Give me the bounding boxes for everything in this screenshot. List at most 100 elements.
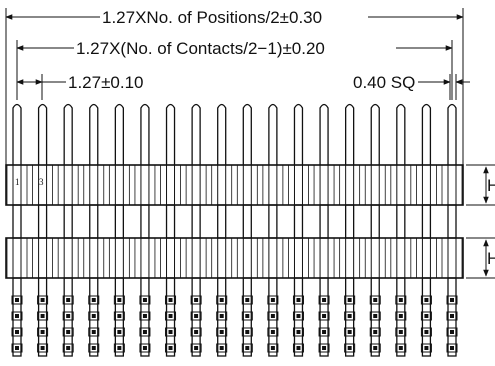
pin-tail-mark [40, 298, 45, 302]
pin [160, 103, 181, 357]
pin-tail-mark [91, 330, 96, 334]
pin-tail-mark [66, 346, 71, 350]
pin [262, 103, 284, 357]
pin [441, 103, 463, 357]
pin-middle [421, 204, 432, 239]
pin-top-tip [12, 103, 22, 165]
pin-tail-mark [450, 346, 454, 350]
pin [339, 103, 361, 357]
pin-tail-mark [296, 298, 301, 302]
pin-tail-mark [91, 346, 96, 350]
pin [57, 103, 79, 357]
pin-tail-mark [398, 314, 403, 318]
pin-tail-band [113, 343, 125, 353]
pin-tail-mark [219, 330, 224, 334]
pin [134, 103, 156, 357]
pin-tail-band [88, 343, 100, 353]
pin-tail [421, 277, 432, 357]
pin-tail-mark [347, 346, 352, 350]
pin-tail-band [113, 311, 125, 321]
pin-tail-band [267, 327, 279, 337]
pin-tail-band [267, 343, 279, 353]
pin-tail-band [216, 295, 228, 305]
pin-top-tip [344, 103, 355, 165]
pin-tail-band [241, 295, 253, 305]
pin-tail-mark [270, 330, 275, 334]
pin-top-tip [140, 103, 150, 165]
pin-middle [293, 204, 304, 239]
pin-tail-mark [219, 346, 224, 350]
lower-housing [5, 237, 464, 279]
pin-tail-mark [40, 346, 45, 350]
pin-tail-mark [117, 330, 122, 334]
pin-middle [268, 204, 278, 239]
pin-tail-mark [424, 346, 429, 350]
pin-top-tip [114, 103, 125, 165]
pin-tail [268, 277, 278, 357]
pin-tail-mark [142, 346, 147, 350]
pin-tail-mark [347, 314, 352, 318]
pin-tail-band [318, 295, 330, 305]
pin-tail-mark [15, 346, 19, 350]
pitch-dimension: 1.27±0.10 [68, 73, 144, 92]
pin-tail-band [318, 343, 330, 353]
pin-middle [140, 204, 150, 239]
pin-tail [37, 277, 48, 357]
pin-tail [344, 277, 355, 357]
side-height-markers [466, 164, 495, 279]
pin-tail-band [139, 295, 151, 305]
pin-tail [191, 277, 201, 357]
pin-tail-mark [322, 346, 327, 350]
pin-tail-mark [117, 314, 122, 318]
pin-tail-mark [398, 330, 403, 334]
pin-tail-mark [168, 314, 173, 318]
pin-tail [370, 277, 380, 357]
pin-tail-band [11, 295, 23, 305]
pin-tail-band [344, 343, 356, 353]
pin-tail-mark [373, 298, 378, 302]
pin-tail-mark [142, 314, 147, 318]
pin-tail-band [88, 295, 100, 305]
pin-top-tip [370, 103, 380, 165]
pin-tail-band [344, 311, 356, 321]
pin-top-tip [37, 103, 48, 165]
pin [390, 103, 412, 357]
pin-tail-mark [373, 330, 378, 334]
pin-tail-band [446, 343, 458, 353]
pin-tail-band [113, 295, 125, 305]
pin-tail-mark [322, 298, 327, 302]
pin-tail-band [241, 311, 253, 321]
pin-middle [63, 204, 73, 239]
pin-middle [191, 204, 201, 239]
pin-tail-mark [142, 330, 147, 334]
pin-tail-mark [373, 346, 378, 350]
pin-tail-mark [219, 298, 224, 302]
pin-tail-mark [296, 330, 301, 334]
pin-tail-band [139, 311, 151, 321]
upper-housing [5, 164, 464, 206]
pin-tail-band [318, 311, 330, 321]
pin-tail-band [62, 343, 74, 353]
pin-top-tip [396, 103, 406, 165]
pin-tail-band [395, 327, 407, 337]
pin-number-3: 3 [39, 177, 44, 187]
pin-middle [89, 204, 99, 239]
pin-tail-mark [450, 298, 454, 302]
pin-tail-band [37, 343, 49, 353]
pin-middle [396, 204, 406, 239]
pin-size-dimension: 0.40 SQ [353, 73, 415, 92]
pin-tail-band [11, 343, 23, 353]
pin-tail [12, 277, 22, 357]
pin-tail-mark [270, 298, 275, 302]
pin-tail-mark [450, 330, 454, 334]
pin-tail-mark [168, 298, 173, 302]
pin-tail-mark [270, 314, 275, 318]
pin-tail-band [190, 295, 202, 305]
pin-tail-mark [91, 298, 96, 302]
pin-tail-band [395, 311, 407, 321]
pin-tail-band [446, 295, 458, 305]
pin-tail-mark [117, 346, 122, 350]
side-label-bottom: H [487, 249, 495, 268]
pin-tail-mark [194, 298, 199, 302]
pin-tail-band [216, 327, 228, 337]
